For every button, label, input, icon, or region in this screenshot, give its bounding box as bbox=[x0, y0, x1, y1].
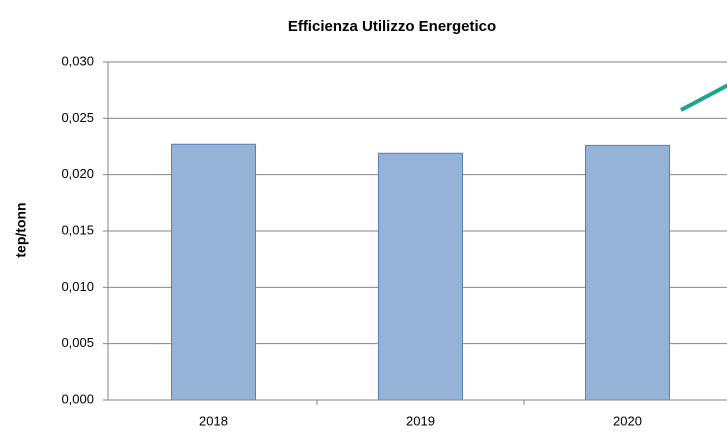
y-tick-label: 0,020 bbox=[61, 166, 94, 181]
bar bbox=[171, 143, 256, 401]
bar bbox=[378, 152, 463, 401]
x-tick-label: 2019 bbox=[406, 413, 435, 428]
y-tick-label: 0,010 bbox=[61, 279, 94, 294]
y-tick-label: 0,000 bbox=[61, 391, 94, 406]
y-axis-label: tep/tonn bbox=[13, 202, 29, 257]
y-tick-label: 0,005 bbox=[61, 335, 94, 350]
x-tick-label: 2020 bbox=[613, 413, 642, 428]
bar bbox=[585, 144, 670, 401]
chart-title: Efficienza Utilizzo Energetico bbox=[288, 18, 496, 35]
y-tick-label: 0,015 bbox=[61, 222, 94, 237]
x-tick-label: 2018 bbox=[199, 413, 228, 428]
trend-arrow bbox=[680, 83, 727, 112]
y-tick-label: 0,030 bbox=[61, 53, 94, 68]
y-tick-label: 0,025 bbox=[61, 110, 94, 125]
